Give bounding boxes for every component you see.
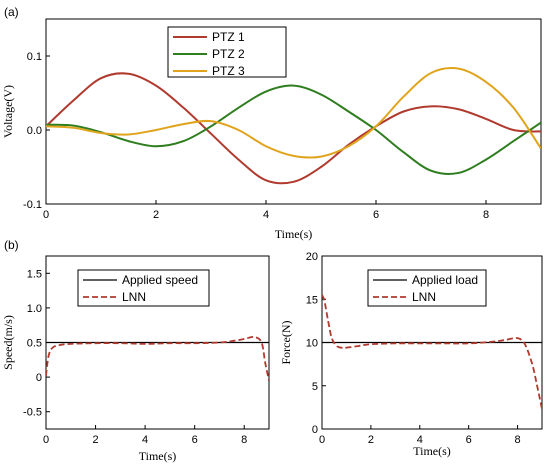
legend-box: [167, 26, 287, 78]
legend-label: PTZ 3: [212, 64, 245, 78]
series-line-ptz-3: [46, 66, 541, 159]
legend-label: Applied speed: [122, 273, 198, 287]
y-tick-label: 0.0: [27, 125, 42, 137]
x-tick-label: 8: [241, 434, 247, 446]
legend-label: Applied load: [412, 273, 478, 287]
legend-box: [367, 269, 487, 307]
x-tick-label: 0: [43, 209, 49, 221]
voltage-chart: 0 2 4 6 8 -0.1 0.0 0.1 Time(s) Voltage(V) PTZ 1 PTZ…: [1, 18, 542, 241]
y-tick-label: -0.5: [23, 407, 42, 419]
x-tick-label: 8: [483, 209, 489, 221]
x-tick-label: 2: [92, 434, 98, 446]
y-axis-label: Force(N): [279, 321, 293, 365]
x-tick-label: 4: [142, 434, 148, 446]
x-axis-label: Time(s): [413, 444, 451, 458]
force-chart: 0 2 4 6 8 0 5 10 15 20 Time(s) Force(N) Applied load…: [279, 251, 543, 458]
x-tick-label: 4: [417, 434, 423, 446]
y-tick-label: 1.5: [27, 268, 42, 280]
x-axis-label: Time(s): [139, 449, 177, 463]
x-tick-label: 0: [319, 434, 325, 446]
y-tick-label: 20: [306, 251, 318, 263]
x-tick-label: 0: [43, 434, 49, 446]
x-tick-label: 4: [263, 209, 269, 221]
legend-label: PTZ 2: [212, 47, 245, 61]
y-tick-label: -0.1: [23, 199, 42, 211]
panel-label-a: (a): [4, 5, 19, 19]
series-line-ptz-2: [46, 84, 541, 175]
y-tick-label: 0.1: [27, 51, 42, 63]
panel-label-b: (b): [4, 238, 19, 252]
speed-chart: 0 2 4 6 8 -0.5 0 0.5 1.0 1.5 Time(s) Speed(m/s) Appl…: [1, 255, 270, 463]
series-line-lnn: [322, 294, 542, 410]
x-tick-label: 2: [153, 209, 159, 221]
y-axis-label: Voltage(V): [1, 85, 15, 138]
y-tick-label: 0: [312, 424, 318, 436]
x-axis-label: Time(s): [275, 227, 313, 241]
legend-label: LNN: [122, 290, 146, 304]
x-tick-label: 6: [373, 209, 379, 221]
plot-frame: [45, 18, 542, 205]
y-tick-label: 0: [36, 372, 42, 384]
series-line-ptz-1: [46, 72, 541, 185]
y-tick-label: 10: [306, 338, 318, 350]
legend-label: PTZ 1: [212, 30, 245, 44]
series-line-lnn: [46, 335, 269, 381]
y-tick-label: 15: [306, 294, 318, 306]
x-tick-label: 8: [514, 434, 520, 446]
y-tick-label: 1.0: [27, 303, 42, 315]
x-tick-label: 6: [466, 434, 472, 446]
y-tick-label: 5: [312, 381, 318, 393]
legend-label: LNN: [412, 290, 436, 304]
legend-box: [77, 269, 210, 307]
x-tick-label: 2: [368, 434, 374, 446]
x-tick-label: 6: [192, 434, 198, 446]
y-tick-label: 0.5: [27, 338, 42, 350]
y-axis-label: Speed(m/s): [1, 315, 15, 370]
